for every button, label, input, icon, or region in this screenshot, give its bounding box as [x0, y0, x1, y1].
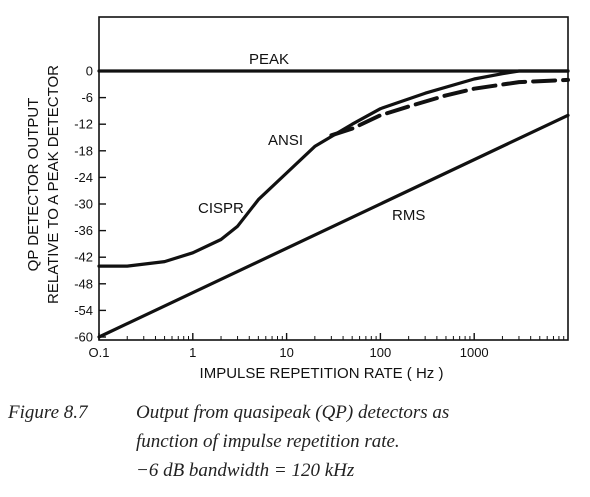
y-tick-label: -30	[74, 197, 93, 212]
axes: 0 -6 -12 -18 -24 -30 -36 -42 -48 -54 -60O.1 1 10 100 1…	[74, 16, 569, 360]
ansi-curve-label: ANSI	[268, 132, 303, 149]
y-tick-label: -48	[74, 276, 93, 291]
cispr-curve-label: CISPR	[198, 200, 244, 217]
plot-frame	[98, 16, 569, 341]
y-tick-label: -12	[74, 117, 93, 132]
y-tick-label: -18	[74, 143, 93, 158]
y-axis-title-line-1: QP DETECTOR OUTPUT	[25, 98, 42, 272]
caption-line-2: function of impulse repetition rate.	[136, 431, 400, 452]
x-tick-label: O.1	[89, 345, 110, 360]
x-axis-title: IMPULSE REPETITION RATE ( Hz )	[200, 365, 444, 382]
peak-line-label: PEAK	[249, 51, 289, 68]
rms-line	[97, 113, 570, 339]
x-tick-label: 10	[279, 345, 293, 360]
cispr-curve	[97, 69, 570, 268]
caption-line-3: −6 dB bandwidth = 120 kHz	[136, 460, 355, 481]
y-tick-label: -24	[74, 170, 93, 185]
y-tick-label: 0	[86, 64, 93, 79]
series-layer	[97, 69, 570, 339]
x-tick-label: 1	[189, 345, 196, 360]
caption-line-1: Output from quasipeak (QP) detectors as	[136, 402, 450, 423]
y-tick-label: -42	[74, 250, 93, 265]
figure-number: Figure 8.7	[8, 402, 88, 423]
y-axis-title-line-2: RELATIVE TO A PEAK DETECTOR	[45, 65, 62, 304]
y-tick-label: -6	[81, 90, 93, 105]
qp-detector-chart: 0 -6 -12 -18 -24 -30 -36 -42 -48 -54 -60O.1 1 10 100 1…	[25, 16, 570, 382]
figure-caption: Figure 8.7 Output from quasipeak (QP) de…	[8, 398, 576, 485]
y-tick-label: -60	[74, 330, 93, 345]
rms-line-label: RMS	[392, 207, 425, 224]
y-tick-label: -36	[74, 223, 93, 238]
x-tick-label: 1000	[460, 345, 489, 360]
y-tick-label: -54	[74, 303, 93, 318]
labels-layer: IMPULSE REPETITION RATE ( Hz ) QP DETECTO…	[25, 51, 443, 382]
x-tick-label: 100	[370, 345, 392, 360]
ansi-curve	[329, 77, 570, 138]
